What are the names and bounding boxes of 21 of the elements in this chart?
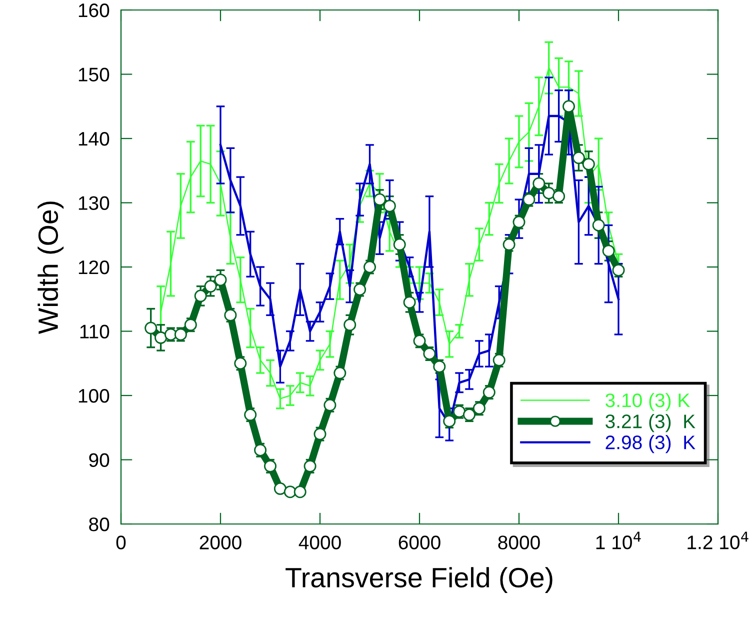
x-tick-label: 4000	[298, 536, 341, 550]
legend-label: 3.21 (3) K	[606, 414, 696, 432]
x-axis-title: Transverse Field (Oe)	[286, 567, 552, 594]
y-tick-label: 140	[78, 132, 110, 146]
y-tick-label: 110	[80, 324, 110, 338]
y-tick-label: 100	[78, 388, 110, 403]
y-tick-label: 120	[78, 260, 110, 274]
y-tick-label: 130	[78, 196, 110, 210]
x-tick-label: 1.2 10$^{4}$	[688, 532, 748, 550]
x-tick-label: 2000	[200, 536, 242, 550]
x-tick-label: 6000	[398, 536, 440, 550]
x-tick-label: 1 10$^{4}$	[596, 532, 641, 550]
legend-label: 2.98 (3) K	[606, 435, 696, 454]
x-tick-label: 8000	[498, 536, 540, 550]
y-tick-label: 80	[89, 517, 110, 532]
y-tick-label: 90	[89, 453, 110, 467]
y-tick-label: 160	[78, 3, 110, 18]
legend-label: 3.10 (3) K	[606, 392, 690, 412]
y-axis-title: Width (Oe)	[38, 202, 64, 334]
x-tick-label: 0	[116, 536, 126, 550]
y-tick-label: 150	[78, 68, 110, 82]
